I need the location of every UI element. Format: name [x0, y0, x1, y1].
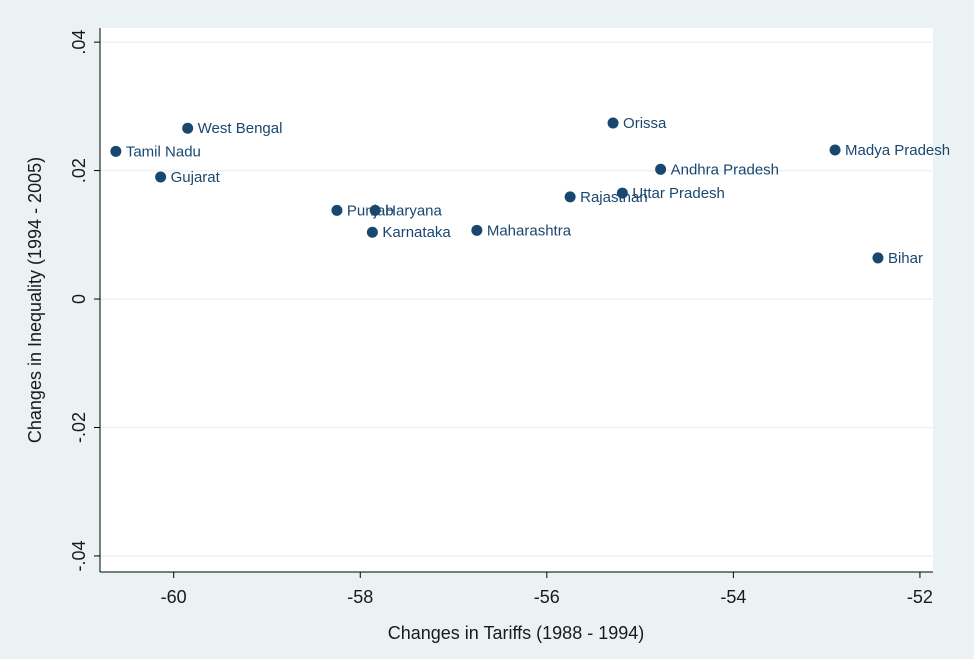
point [110, 145, 122, 157]
y-axis-title: Changes in Inequality (1994 - 2005) [25, 157, 45, 443]
point [607, 117, 619, 129]
point-label: Madya Pradesh [845, 142, 950, 159]
point [564, 191, 576, 203]
x-axis-title: Changes in Tariffs (1988 - 1994) [388, 623, 645, 643]
point [331, 204, 343, 216]
point [616, 187, 628, 199]
point-label: West Bengal [198, 120, 283, 137]
point [366, 226, 378, 238]
point-label: Maharashtra [487, 222, 572, 239]
point [369, 204, 381, 216]
x-tick-label: -56 [534, 587, 560, 607]
point-label: Andhra Pradesh [671, 161, 779, 178]
point [872, 252, 884, 264]
point-label: Rajasthan [580, 189, 648, 206]
point [471, 224, 483, 236]
plot-area [100, 28, 933, 572]
point [655, 163, 667, 175]
y-tick-label: -.04 [69, 540, 89, 571]
point-label: Uttar Pradesh [632, 185, 725, 202]
x-tick-label: -52 [907, 587, 933, 607]
point-label: Bihar [888, 250, 923, 267]
y-tick-label: -.02 [69, 412, 89, 443]
y-tick-label: 0 [69, 294, 89, 304]
point-label: Tamil Nadu [126, 143, 201, 160]
point-label: Karnataka [382, 224, 451, 241]
y-tick-label: .04 [69, 30, 89, 55]
x-tick-label: -54 [720, 587, 746, 607]
point-label: Haryana [385, 202, 442, 219]
point [155, 171, 167, 183]
x-tick-label: -60 [161, 587, 187, 607]
point-label: Orissa [623, 115, 667, 132]
point-label: Gujarat [171, 169, 221, 186]
x-tick-label: -58 [347, 587, 373, 607]
point [182, 122, 194, 134]
y-tick-label: .02 [69, 158, 89, 183]
point [829, 144, 841, 156]
